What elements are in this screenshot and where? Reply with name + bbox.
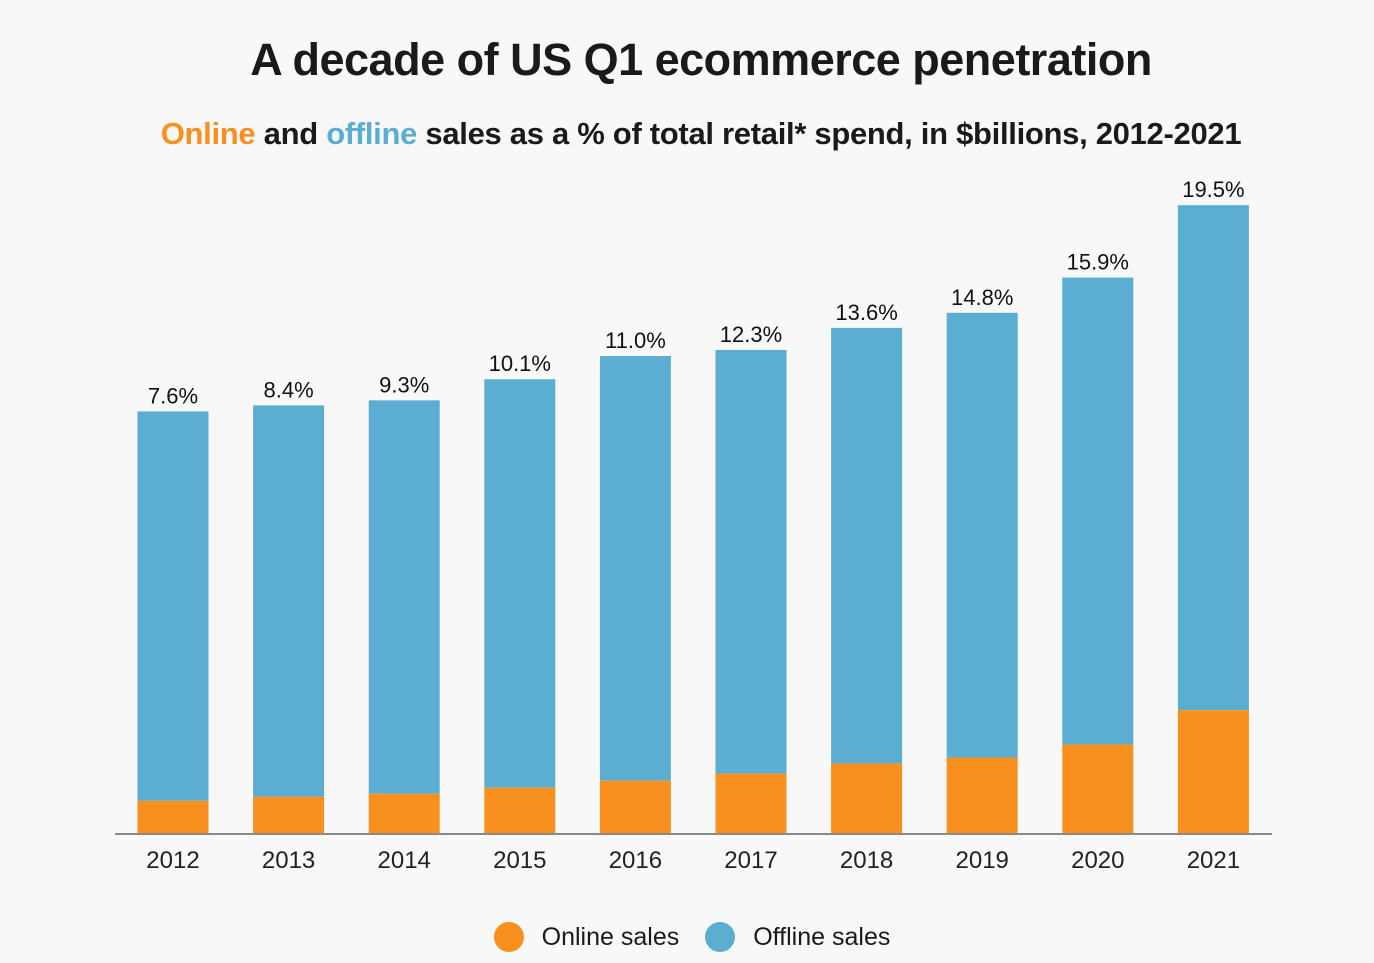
x-tick-label-2019: 2019 [956,847,1009,874]
bar-online-2015 [484,787,556,834]
legend-label-offline: Offline sales [753,922,891,951]
bar-online-2014 [368,793,440,834]
data-label-2014: 9.3% [379,372,429,397]
bar-online-2016 [599,780,671,834]
data-label-2017: 12.3% [720,322,782,347]
legend-item-online: Online sales [493,922,680,952]
chart-legend: Online sales Offline sales [0,922,1374,952]
bar-offline-2017 [715,350,787,774]
data-label-2016: 11.0% [605,328,666,353]
bar-online-2018 [831,763,903,834]
x-tick-label-2020: 2020 [1071,847,1124,874]
legend-item-offline: Offline sales [705,922,890,952]
chart-subtitle: Online and offline sales as a % of total… [0,116,1374,152]
x-tick-label-2016: 2016 [609,847,662,874]
legend-swatch-offline [705,922,736,952]
bar-offline-2012 [137,411,209,801]
x-tick-label-2015: 2015 [493,847,546,874]
x-tick-label-2014: 2014 [378,847,431,874]
data-label-2015: 10.1% [489,351,551,376]
bar-online-2019 [946,757,1018,834]
stacked-bar-chart: 7.6% 2012 8.4% 2013 9.3% 2014 10.1% 2015 11.0% 20… [115,177,1272,874]
bar-online-2017 [715,773,787,834]
data-label-2012: 7.6% [148,383,198,408]
data-label-2019: 14.8% [951,285,1013,310]
data-label-2021: 19.5% [1182,177,1244,202]
bar-offline-2013 [253,405,325,797]
bar-offline-2015 [484,379,556,788]
subtitle-and-word: and [255,116,327,151]
chart-title: A decade of US Q1 ecommerce penetration [250,34,1152,85]
x-tick-label-2021: 2021 [1187,847,1240,874]
x-tick-label-2013: 2013 [262,847,315,874]
x-tick-label-2017: 2017 [724,847,777,874]
bar-offline-2019 [946,312,1018,758]
bar-offline-2018 [831,327,903,764]
data-label-2020: 15.9% [1067,250,1129,275]
x-tick-label-2012: 2012 [146,847,199,874]
legend-label-online: Online sales [541,922,680,951]
subtitle-offline-word: offline [326,116,418,151]
bar-offline-2020 [1062,277,1134,745]
bar-online-2020 [1062,744,1134,834]
bar-online-2012 [137,800,209,834]
subtitle-rest: sales as a % of total retail* spend, in … [417,116,1242,151]
bar-offline-2016 [599,356,671,781]
bar-online-2021 [1177,710,1249,834]
bar-online-2013 [253,796,325,834]
data-label-2018: 13.6% [835,300,897,325]
bar-offline-2014 [368,400,440,794]
legend-swatch-online [493,922,524,952]
subtitle-online-word: Online [160,116,256,151]
x-tick-label-2018: 2018 [840,847,893,874]
bar-offline-2021 [1177,205,1249,711]
data-label-2013: 8.4% [264,377,314,402]
